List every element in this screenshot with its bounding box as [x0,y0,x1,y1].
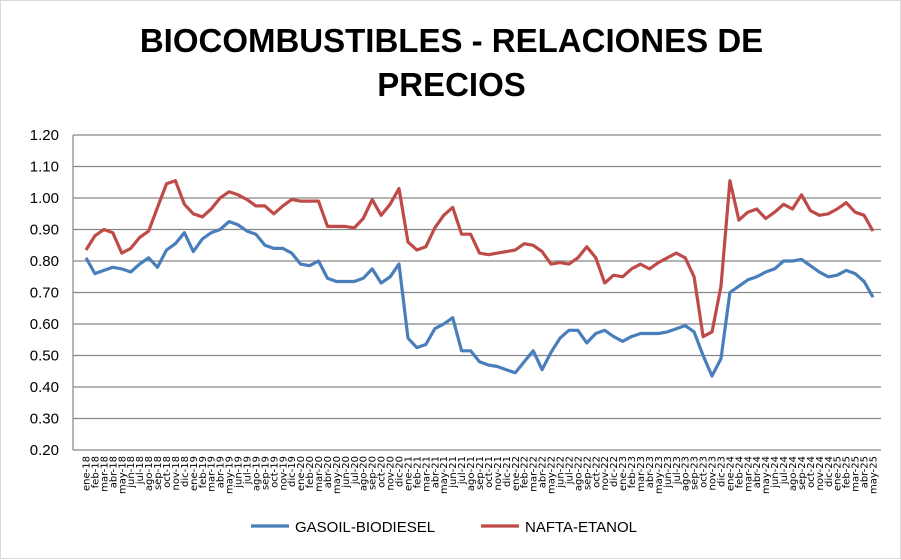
y-tick-label: 1.00 [30,190,59,207]
y-tick-label: 0.80 [30,253,59,270]
y-tick-label: 0.30 [30,411,59,428]
y-tick-label: 0.20 [30,442,59,459]
y-tick-label: 0.60 [30,316,59,333]
series-line-gasoil-biodiesel [86,222,873,376]
legend-label: GASOIL-BIODIESEL [295,519,435,536]
y-tick-label: 1.20 [30,127,59,144]
legend-label: NAFTA-ETANOL [525,519,637,536]
y-tick-label: 0.40 [30,379,59,396]
x-tick-label: may-25 [869,456,880,494]
y-tick-label: 1.10 [30,159,59,176]
y-tick-label: 0.50 [30,348,59,365]
series-line-nafta-etanol [86,181,873,337]
y-tick-label: 0.90 [30,222,59,239]
y-tick-label: 0.70 [30,285,59,302]
